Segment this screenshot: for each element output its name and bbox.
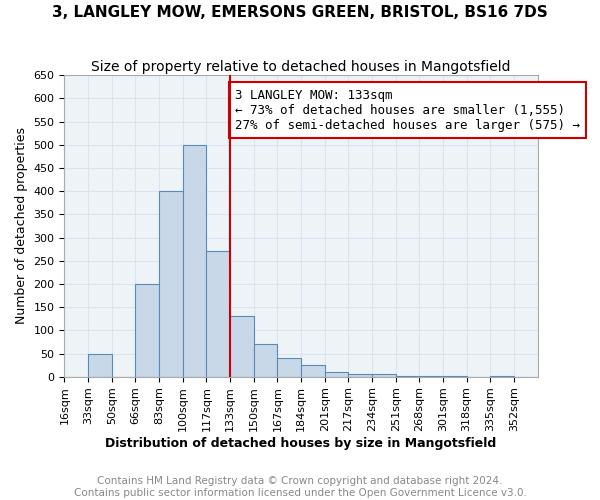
Bar <box>88 354 112 376</box>
Bar <box>183 145 206 376</box>
Bar <box>301 365 325 376</box>
Text: Contains HM Land Registry data © Crown copyright and database right 2024.
Contai: Contains HM Land Registry data © Crown c… <box>74 476 526 498</box>
Bar <box>372 374 395 376</box>
Title: Size of property relative to detached houses in Mangotsfield: Size of property relative to detached ho… <box>91 60 511 74</box>
X-axis label: Distribution of detached houses by size in Mangotsfield: Distribution of detached houses by size … <box>106 437 497 450</box>
Text: 3, LANGLEY MOW, EMERSONS GREEN, BRISTOL, BS16 7DS: 3, LANGLEY MOW, EMERSONS GREEN, BRISTOL,… <box>52 5 548 20</box>
Text: 3 LANGLEY MOW: 133sqm
← 73% of detached houses are smaller (1,555)
27% of semi-d: 3 LANGLEY MOW: 133sqm ← 73% of detached … <box>235 88 580 132</box>
Bar <box>254 344 277 376</box>
Bar <box>136 284 159 376</box>
Bar <box>230 316 254 376</box>
Bar <box>325 372 349 376</box>
Bar <box>277 358 301 376</box>
Y-axis label: Number of detached properties: Number of detached properties <box>15 128 28 324</box>
Bar <box>159 191 183 376</box>
Bar <box>206 252 230 376</box>
Bar <box>349 374 372 376</box>
